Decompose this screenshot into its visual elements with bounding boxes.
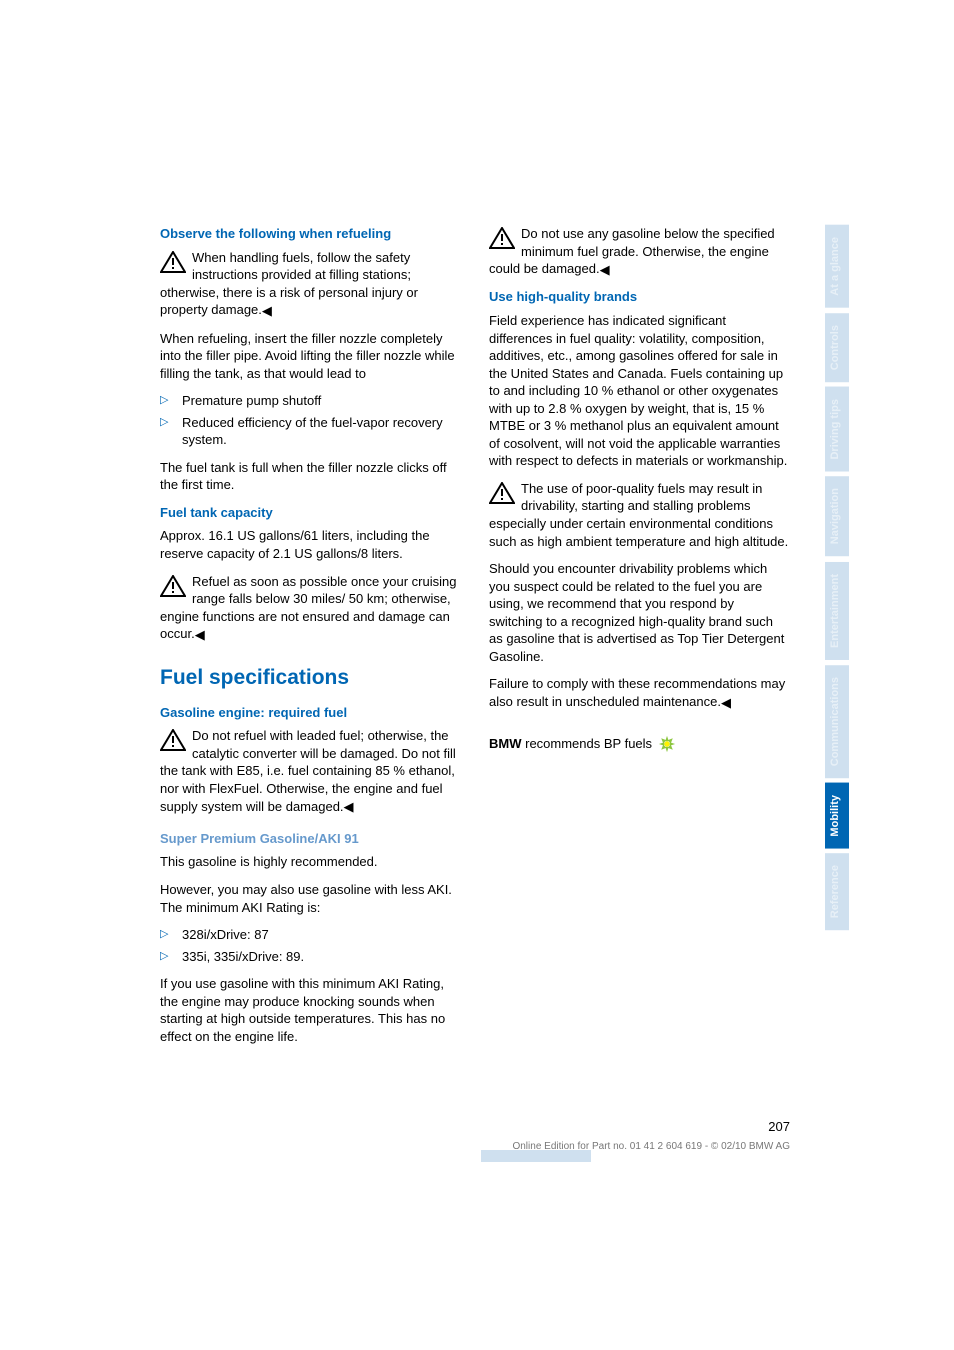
warning-icon xyxy=(160,729,186,751)
page-footer: 207 Online Edition for Part no. 01 41 2 … xyxy=(160,1118,790,1153)
page-number: 207 xyxy=(160,1118,790,1136)
heading-refueling: Observe the following when refueling xyxy=(160,225,461,243)
body-text: When refueling, insert the filler nozzle… xyxy=(160,330,461,383)
warning-text: The use of poor-quality fuels may result… xyxy=(489,481,788,549)
tab-at-a-glance[interactable]: At a glance xyxy=(825,225,849,308)
warning-text: Do not refuel with leaded fuel; otherwis… xyxy=(160,728,456,813)
tab-navigation[interactable]: Navigation xyxy=(825,476,849,556)
heading-tank-capacity: Fuel tank capacity xyxy=(160,504,461,522)
warning-refuel-soon: Refuel as soon as possible once your cru… xyxy=(160,573,461,644)
body-text: Field experience has indicated significa… xyxy=(489,312,790,470)
right-column: Do not use any gasoline below the specif… xyxy=(489,225,790,1055)
end-marker-icon: ◀ xyxy=(600,261,610,279)
tab-entertainment[interactable]: Entertainment xyxy=(825,562,849,660)
tab-driving-tips[interactable]: Driving tips xyxy=(825,387,849,472)
side-nav-tabs: At a glance Controls Driving tips Naviga… xyxy=(825,225,849,931)
bmw-rec-text: BMW recommends BP fuels xyxy=(489,735,652,753)
heading-required-fuel: Gasoline engine: required fuel xyxy=(160,704,461,722)
bullet-item: 335i, 335i/xDrive: 89. xyxy=(160,948,461,966)
end-marker-icon: ◀ xyxy=(344,798,354,816)
end-marker-icon: ◀ xyxy=(195,626,205,644)
bp-logo-icon xyxy=(658,735,676,753)
tab-reference[interactable]: Reference xyxy=(825,853,849,930)
warning-icon xyxy=(160,575,186,597)
bullet-item: 328i/xDrive: 87 xyxy=(160,926,461,944)
body-text: Should you encounter drivability problem… xyxy=(489,560,790,665)
heading-quality-brands: Use high-quality brands xyxy=(489,288,790,306)
bullet-item: Premature pump shutoff xyxy=(160,392,461,410)
warning-icon xyxy=(489,482,515,504)
body-text: Failure to comply with these recommendat… xyxy=(489,675,790,711)
footer-decoration xyxy=(481,1150,591,1162)
body-text: This gasoline is highly recommended. xyxy=(160,853,461,871)
bmw-bold: BMW xyxy=(489,736,522,751)
tab-controls[interactable]: Controls xyxy=(825,313,849,382)
bmw-recommends: BMW recommends BP fuels xyxy=(489,735,790,753)
bmw-rest: recommends BP fuels xyxy=(522,736,653,751)
tab-communications[interactable]: Communications xyxy=(825,665,849,778)
warning-leaded-fuel: Do not refuel with leaded fuel; otherwis… xyxy=(160,727,461,816)
tab-mobility[interactable]: Mobility xyxy=(825,783,849,849)
warning-refueling-safety: When handling fuels, follow the safety i… xyxy=(160,249,461,320)
end-marker-icon: ◀ xyxy=(262,302,272,320)
heading-fuel-specs: Fuel specifications xyxy=(160,664,461,692)
warning-icon xyxy=(489,227,515,249)
left-column: Observe the following when refueling Whe… xyxy=(160,225,461,1055)
heading-super-premium: Super Premium Gasoline/AKI 91 xyxy=(160,830,461,848)
body-text-span: Failure to comply with these recommendat… xyxy=(489,676,785,709)
body-text: However, you may also use gasoline with … xyxy=(160,881,461,916)
bullet-item: Reduced efficiency of the fuel-vapor rec… xyxy=(160,414,461,449)
warning-poor-quality: The use of poor-quality fuels may result… xyxy=(489,480,790,550)
warning-min-grade: Do not use any gasoline below the specif… xyxy=(489,225,790,278)
body-text: The fuel tank is full when the filler no… xyxy=(160,459,461,494)
page-content: Observe the following when refueling Whe… xyxy=(160,225,790,1055)
warning-text: When handling fuels, follow the safety i… xyxy=(160,250,418,318)
body-text: Approx. 16.1 US gallons/61 liters, inclu… xyxy=(160,527,461,562)
body-text: If you use gasoline with this minimum AK… xyxy=(160,975,461,1045)
warning-text: Do not use any gasoline below the specif… xyxy=(489,226,775,276)
edition-line: Online Edition for Part no. 01 41 2 604 … xyxy=(160,1140,790,1154)
end-marker-icon: ◀ xyxy=(721,694,731,712)
warning-icon xyxy=(160,251,186,273)
